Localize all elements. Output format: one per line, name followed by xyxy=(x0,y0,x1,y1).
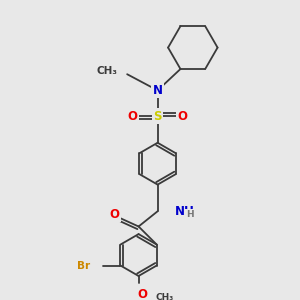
Text: N: N xyxy=(153,84,163,97)
Text: CH₃: CH₃ xyxy=(156,293,174,300)
Text: NH: NH xyxy=(175,205,195,218)
Text: O: O xyxy=(128,110,138,123)
Text: S: S xyxy=(153,110,162,123)
Text: H: H xyxy=(186,210,194,219)
Text: O: O xyxy=(177,110,188,123)
Text: O: O xyxy=(137,288,147,300)
Text: Br: Br xyxy=(77,260,90,271)
Text: O: O xyxy=(110,208,120,220)
Text: CH₃: CH₃ xyxy=(97,66,118,76)
